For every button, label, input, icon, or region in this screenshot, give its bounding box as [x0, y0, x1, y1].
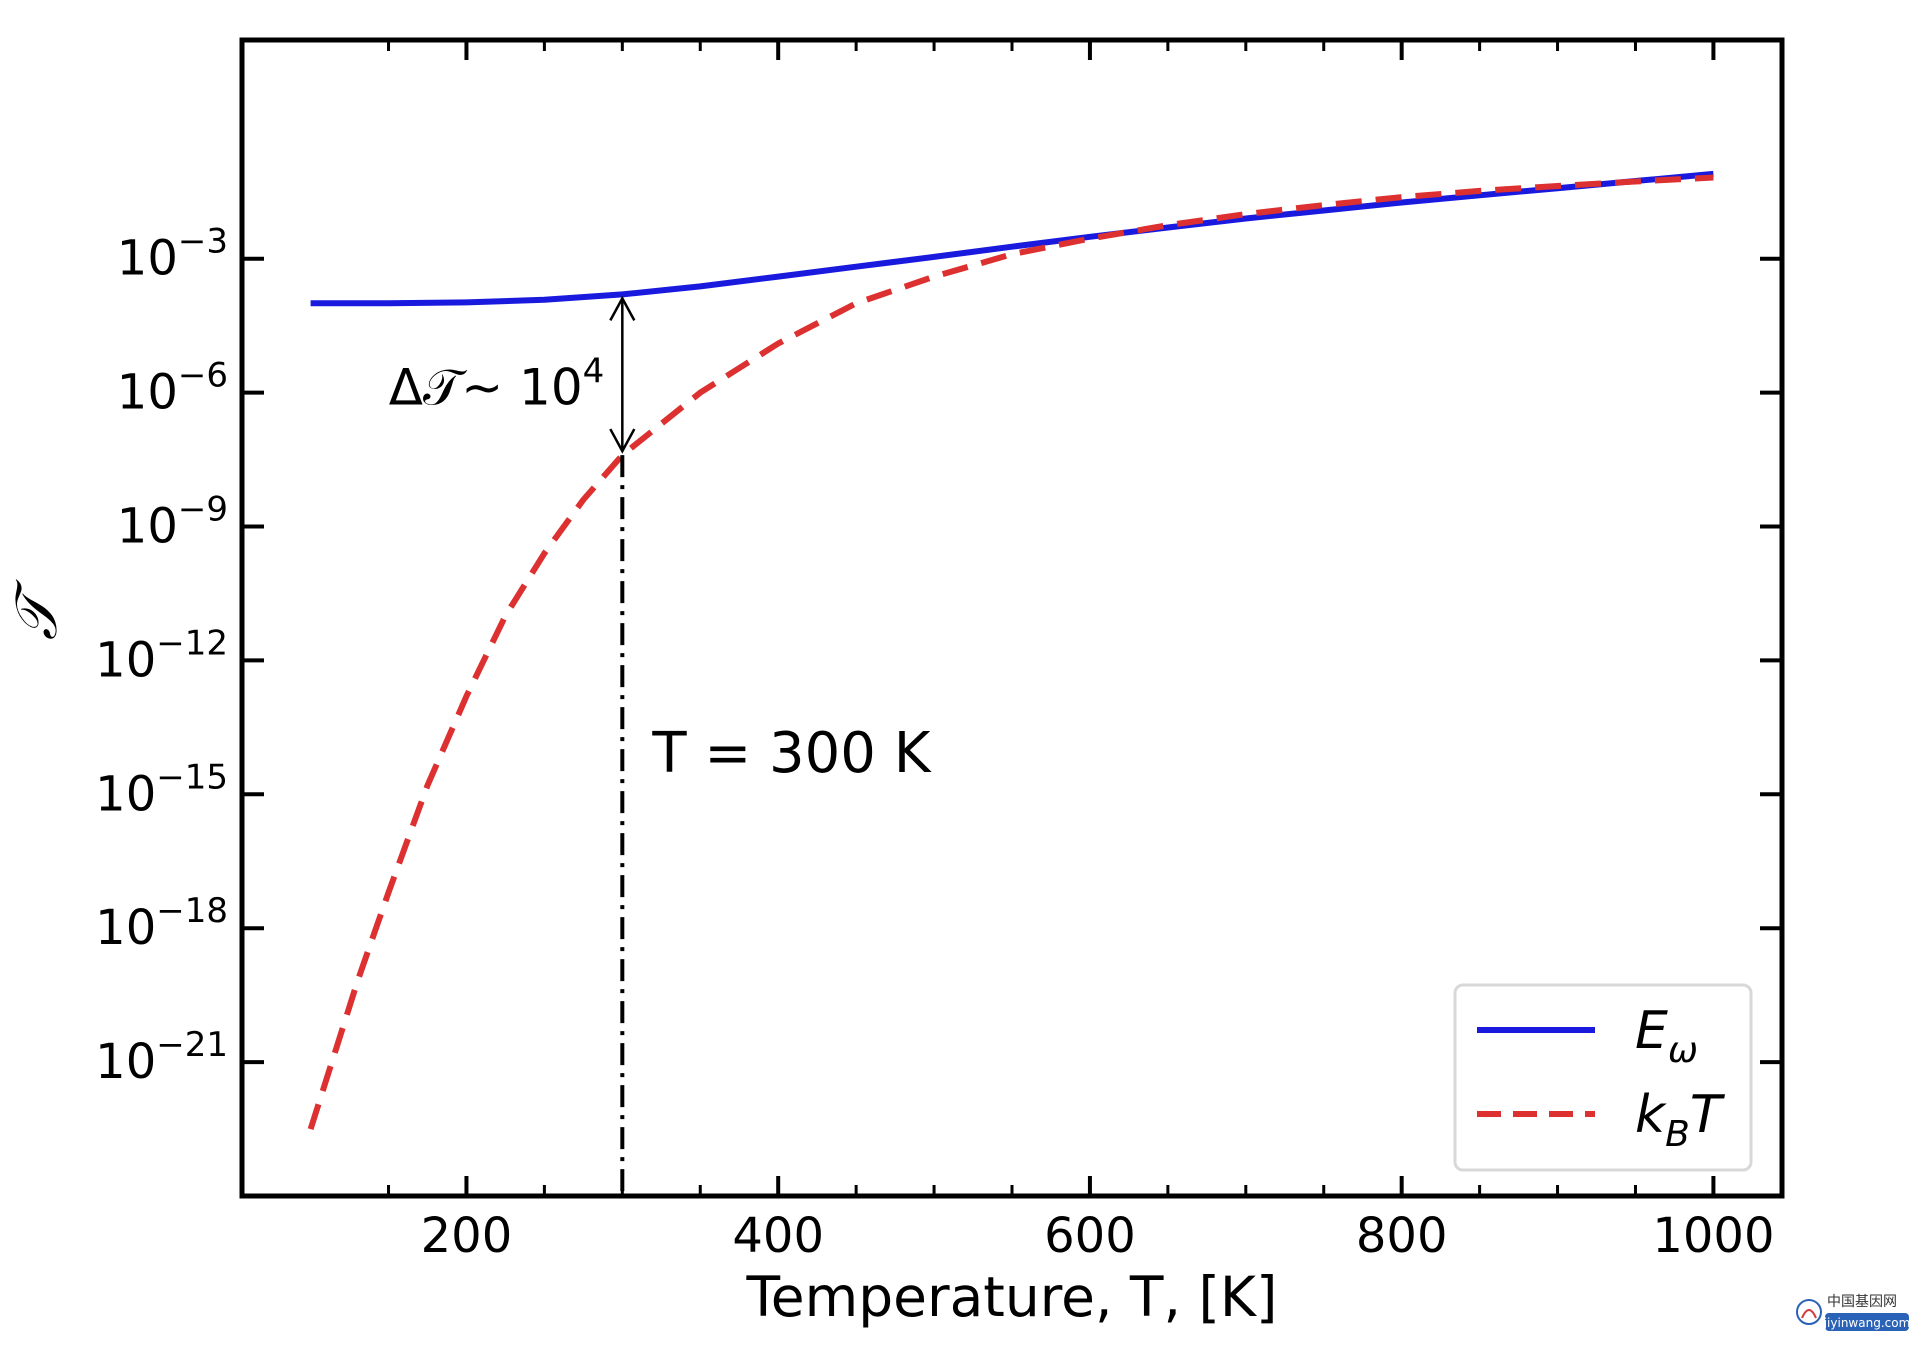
y-tick-exponent: −6 — [178, 356, 228, 396]
delta-arrow-head-down — [609, 428, 636, 454]
delta-label-exponent: 4 — [583, 351, 605, 391]
delta-label-main: Δ𝒯∼ 10 — [389, 358, 583, 416]
y-tick-exponent: −15 — [156, 757, 228, 797]
watermark-url-badge — [1825, 1313, 1909, 1331]
y-tick-label: 10−12 — [95, 623, 228, 688]
x-tick-label: 1000 — [1652, 1208, 1774, 1264]
x-tick-label: 400 — [732, 1208, 824, 1264]
y-tick-label: 10−21 — [95, 1025, 228, 1090]
watermark: 中国基因网 jiyinwang.com — [1796, 1293, 1911, 1331]
y-axis-label: 𝒯 — [2, 578, 70, 640]
legend: Eω kBT — [1453, 983, 1753, 1172]
x-tick-labels: 200 400 600 800 1000 — [421, 1208, 1775, 1264]
series-kbt-line — [307, 174, 1714, 1131]
legend-k-tail: T — [1690, 1085, 1726, 1145]
x-tick-label: 600 — [1044, 1208, 1136, 1264]
delta-label: Δ𝒯∼ 104 — [389, 351, 605, 416]
y-tick-base: 10 — [117, 499, 178, 555]
y-tick-base: 10 — [95, 900, 156, 956]
series-layer — [307, 170, 1714, 1131]
y-tick-base: 10 — [95, 766, 156, 822]
y-tick-label: 10−3 — [117, 222, 228, 287]
annotation-layer: Δ𝒯∼ 104 T = 300 K — [389, 295, 932, 1196]
legend-label-e-omega: Eω — [1635, 1001, 1698, 1071]
y-tick-base: 10 — [95, 1034, 156, 1090]
series-e-omega-line — [310, 170, 1714, 307]
y-tick-exponent: −3 — [178, 222, 228, 262]
plot-frame — [239, 37, 1785, 1199]
y-tick-exponent: −21 — [156, 1025, 228, 1065]
legend-k-main: k — [1635, 1085, 1667, 1145]
y-tick-label: 10−6 — [117, 356, 228, 421]
y-tick-base: 10 — [117, 231, 178, 287]
y-tick-exponent: −12 — [156, 623, 228, 663]
x-axis-label: Temperature, T, [K] — [746, 1265, 1278, 1329]
legend-e-sub: ω — [1668, 1030, 1698, 1071]
y-tick-label: 10−15 — [95, 757, 228, 822]
watermark-logo-icon — [1796, 1299, 1822, 1325]
legend-k-sub: B — [1665, 1114, 1690, 1155]
delta-arrow-head-up — [609, 295, 636, 322]
watermark-helix-icon — [1801, 1309, 1817, 1319]
y-tick-base: 10 — [95, 632, 156, 688]
temperature-marker-label: T = 300 K — [651, 721, 931, 786]
y-tick-label: 10−9 — [117, 490, 228, 555]
legend-e-main: E — [1635, 1001, 1668, 1061]
x-tick-label: 800 — [1356, 1208, 1448, 1264]
watermark-url: jiyinwang.com — [1823, 1316, 1911, 1330]
y-tick-base: 10 — [117, 365, 178, 421]
x-tick-label: 200 — [421, 1208, 513, 1264]
y-tick-exponent: −18 — [156, 891, 228, 931]
y-tick-exponent: −9 — [178, 490, 228, 530]
legend-label-kbt: kBT — [1635, 1085, 1726, 1155]
y-tick-label: 10−18 — [95, 891, 228, 956]
watermark-title: 中国基因网 — [1827, 1293, 1897, 1310]
